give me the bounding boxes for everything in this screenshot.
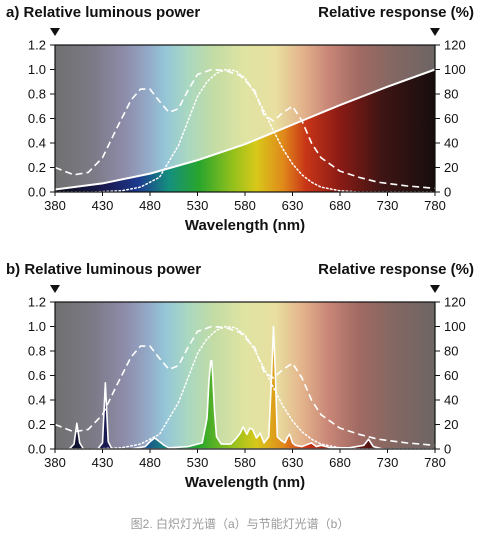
y-left-tick-label: 1.2: [28, 295, 46, 310]
y-right-tick-label: 20: [444, 160, 458, 175]
panel-label: a): [6, 4, 19, 21]
chart-panel-b: b) Relative luminous power Relative respo…: [6, 261, 474, 491]
x-tick-label: 580: [234, 455, 256, 470]
plot-area: [55, 325, 435, 449]
spd-fill-area: [55, 69, 435, 192]
y-left-tick-label: 0.2: [28, 417, 46, 432]
spd-peaks-series: [55, 325, 435, 449]
chart-panel-a: a) Relative luminous power Relative respo…: [6, 4, 474, 234]
y-right-tick-label: 120: [444, 38, 466, 53]
dashed-response-series: [55, 68, 435, 190]
left-axis-arrow-icon: [50, 285, 60, 293]
y-right-tick-label: 40: [444, 136, 458, 151]
y-left-tick-label: 0.0: [28, 185, 46, 200]
x-tick-label: 430: [92, 455, 114, 470]
x-axis-label: Wavelength (nm): [185, 217, 305, 234]
right-axis-title: Relative response (%): [318, 261, 474, 278]
y-right-tick-label: 100: [444, 62, 466, 77]
y-left-tick-label: 0.4: [28, 393, 46, 408]
y-left-tick-label: 0.0: [28, 442, 46, 457]
plot-area: [55, 68, 435, 192]
left-axis-title-text: Relative luminous power: [24, 261, 201, 278]
x-tick-label: 730: [377, 455, 399, 470]
y-left-tick-label: 0.8: [28, 344, 46, 359]
y-right-tick-label: 100: [444, 319, 466, 334]
figure-caption: 图2. 白炽灯光谱（a）与节能灯光谱（b）: [131, 516, 350, 531]
y-right-tick-label: 0: [444, 185, 451, 200]
panel-label: b): [6, 261, 20, 278]
y-right-tick-label: 20: [444, 417, 458, 432]
y-right-tick-label: 80: [444, 87, 458, 102]
x-tick-label: 480: [139, 198, 161, 213]
right-axis-title: Relative response (%): [318, 4, 474, 21]
y-right-tick-label: 60: [444, 368, 458, 383]
y-right-tick-label: 120: [444, 295, 466, 310]
dashed-response-series: [55, 325, 435, 447]
y-left-tick-label: 1.0: [28, 319, 46, 334]
right-axis-arrow-icon: [430, 285, 440, 293]
right-axis-arrow-icon: [430, 28, 440, 36]
left-axis-arrow-icon: [50, 28, 60, 36]
spectrum-background: [55, 302, 435, 449]
y-left-tick-label: 1.2: [28, 38, 46, 53]
y-left-tick-label: 0.4: [28, 136, 46, 151]
x-tick-label: 630: [282, 198, 304, 213]
x-tick-label: 630: [282, 455, 304, 470]
x-tick-label: 380: [44, 455, 66, 470]
y-left-tick-label: 0.8: [28, 87, 46, 102]
x-tick-label: 780: [424, 455, 446, 470]
x-tick-label: 680: [329, 198, 351, 213]
x-tick-label: 580: [234, 198, 256, 213]
x-tick-label: 430: [92, 198, 114, 213]
x-tick-label: 530: [187, 455, 209, 470]
x-tick-label: 680: [329, 455, 351, 470]
y-left-tick-label: 0.2: [28, 160, 46, 175]
x-tick-label: 530: [187, 198, 209, 213]
left-axis-title: b) Relative luminous power: [6, 261, 201, 278]
y-left-tick-label: 1.0: [28, 62, 46, 77]
y-left-tick-label: 0.6: [28, 368, 46, 383]
spd-line-series: [55, 68, 435, 191]
x-tick-label: 480: [139, 455, 161, 470]
y-right-tick-label: 40: [444, 393, 458, 408]
x-tick-label: 780: [424, 198, 446, 213]
x-tick-label: 380: [44, 198, 66, 213]
y-right-tick-label: 60: [444, 111, 458, 126]
x-axis-label: Wavelength (nm): [185, 474, 305, 491]
left-axis-title-text: Relative luminous power: [24, 4, 201, 21]
y-left-tick-label: 0.6: [28, 111, 46, 126]
y-right-tick-label: 0: [444, 442, 451, 457]
x-tick-label: 730: [377, 198, 399, 213]
left-axis-title: a) Relative luminous power: [6, 4, 200, 21]
y-right-tick-label: 80: [444, 344, 458, 359]
dotted-response-series: [55, 325, 435, 449]
dotted-response-series: [55, 68, 435, 192]
